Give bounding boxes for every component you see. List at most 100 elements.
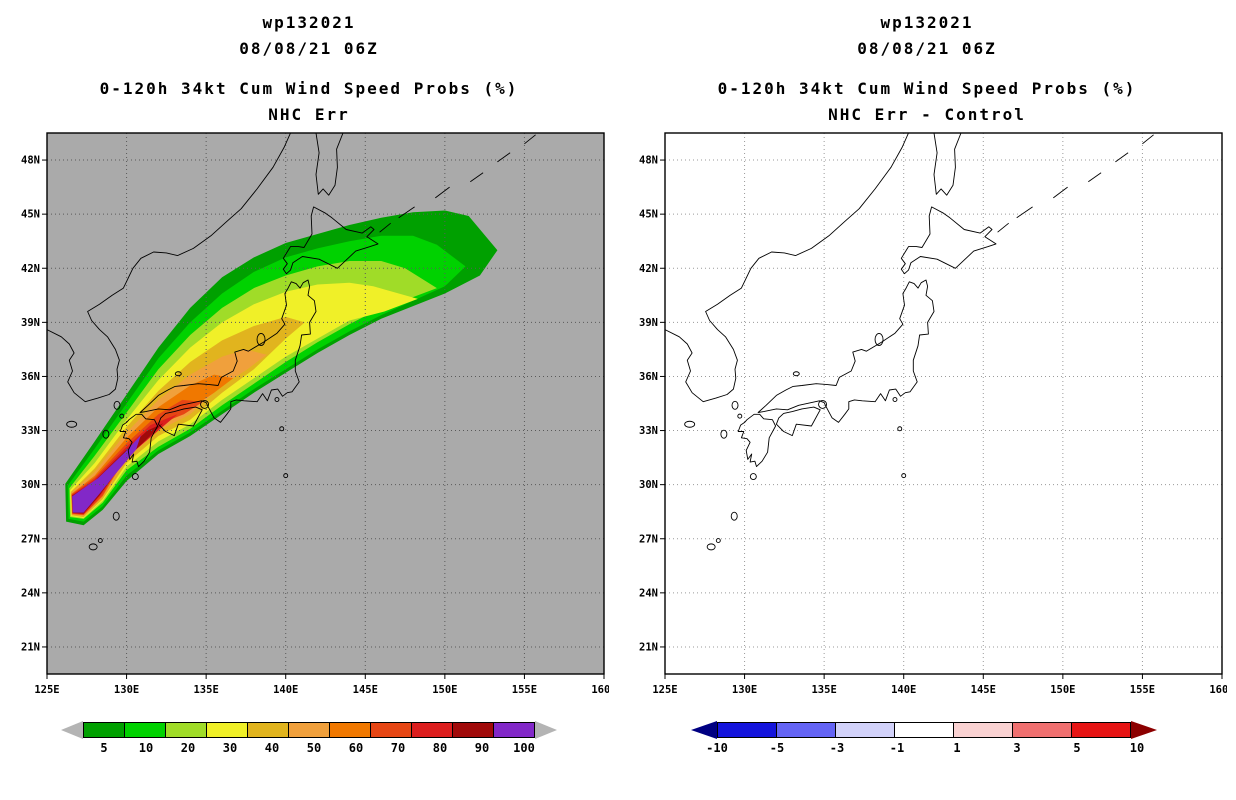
colorbar-tick-label: -1 [889,741,905,755]
colorbar-cell [953,722,1013,738]
panel-left-titles: wp132021 08/08/21 06Z 0-120h 34kt Cum Wi… [100,10,519,128]
colorbar-cell [452,722,494,738]
coastline [524,134,536,145]
coastline [1088,172,1102,183]
product-title: 0-120h 34kt Cum Wind Speed Probs (%) [717,79,1137,98]
colorbar-cell [370,722,412,738]
lon-tick-label: 160E [1209,684,1227,696]
lat-tick-label: 21N [21,641,40,653]
island [684,420,696,428]
colorbar-labels: 5 10 20 30 40 50 60 70 80 90 100 [61,741,557,755]
colorbar-cell [776,722,836,738]
colorbar-tick-label: 3 [1013,741,1021,755]
coastline [470,172,484,183]
lat-tick-label: 48N [639,155,658,167]
lon-tick-label: 125E [34,684,59,696]
island [715,538,721,544]
lon-tick-label: 150E [432,684,457,696]
island [901,473,907,479]
coastline [933,133,962,196]
colorbar-cell [411,722,453,738]
island [200,399,210,409]
island [874,333,884,346]
storm-id: wp132021 [880,13,974,32]
difference-map: 21N 24N 27N 30N 33N 36N 39N 42N 45N 48N 125E 130E 13… [639,132,1227,696]
lon-tick-label: 135E [811,684,836,696]
storm-id: wp132021 [262,13,356,32]
lon-tick-label: 155E [1130,684,1155,696]
lon-tick-label: 125E [652,684,677,696]
island [720,429,728,439]
coastline [398,206,415,219]
island [256,333,266,346]
colorbar-cell [165,722,207,738]
colorbar-tick-label: 90 [474,741,490,755]
colorbar-tick-label: 80 [432,741,448,755]
coastline [47,133,291,403]
island [897,426,903,432]
coastline [379,222,391,233]
colorbar-cell [83,722,125,738]
lat-tick-label: 24N [21,587,40,599]
colorbar-tick-label: 50 [306,741,322,755]
colorbar-tick-label: 20 [180,741,196,755]
colorbar-right-arrow [1131,721,1157,739]
panel-subtitle: NHC Err [268,105,350,124]
colorbar-bar [691,721,1163,739]
island [88,543,98,551]
island [131,473,139,480]
coastline [1115,152,1129,163]
colorbar-tick-label: 5 [100,741,108,755]
colorbar-tick-label: 40 [264,741,280,755]
lat-tick-label: 36N [21,371,40,383]
coastline [665,133,909,403]
island [892,397,898,402]
colorbar-tick-label: -5 [769,741,785,755]
colorbar-right-arrow [535,721,557,739]
coastline [139,279,317,423]
probability-map: 21N 24N 27N 30N 33N 36N 39N 42N 45N 48N 125E 130E 13… [21,132,609,696]
island [792,371,800,377]
colorbar-labels: -10 -5 -3 -1 1 3 5 10 [691,741,1163,757]
island [174,371,182,377]
lat-tick-label: 45N [21,209,40,221]
island [102,429,110,439]
coastline [282,206,379,275]
lon-tick-label: 160E [591,684,609,696]
colorbar-tick-label: 100 [513,741,535,755]
lat-tick-label: 45N [639,209,658,221]
prob-contour-100 [72,435,141,513]
coastline [900,206,997,275]
coastline [737,413,777,468]
colorbar-cell [835,722,895,738]
colorbar-tick-label: 10 [1129,741,1145,755]
panel-nhc-err: wp132021 08/08/21 06Z 0-120h 34kt Cum Wi… [21,10,609,755]
panel-subtitle: NHC Err - Control [828,105,1026,124]
lat-tick-label: 39N [639,317,658,329]
colorbar-tick-label: 1 [953,741,961,755]
colorbar-cell [1071,722,1131,738]
init-time: 08/08/21 06Z [857,39,997,58]
island [706,543,716,551]
difference-colorbar: -10 -5 -3 -1 1 3 5 10 [691,721,1163,757]
colorbar-cell [124,722,166,738]
lat-tick-label: 33N [21,425,40,437]
probability-colorbar: 5 10 20 30 40 50 60 70 80 90 100 [61,721,557,755]
colorbar-left-arrow [691,721,717,739]
coastline [315,133,344,196]
panel-nhc-err-minus-control: wp132021 08/08/21 06Z 0-120h 34kt Cum Wi… [618,0,1236,800]
prob-contour-20 [69,261,437,519]
lat-tick-label: 33N [639,425,658,437]
lat-tick-label: 36N [639,371,658,383]
island [737,413,743,419]
lon-tick-label: 150E [1050,684,1075,696]
island [730,511,738,521]
lon-tick-label: 145E [971,684,996,696]
lat-tick-label: 30N [639,479,658,491]
lon-tick-label: 140E [891,684,916,696]
colorbar-tick-label: 70 [390,741,406,755]
colorbar-cell [717,722,777,738]
lon-tick-label: 130E [732,684,757,696]
colorbar-tick-label: -10 [706,741,728,755]
